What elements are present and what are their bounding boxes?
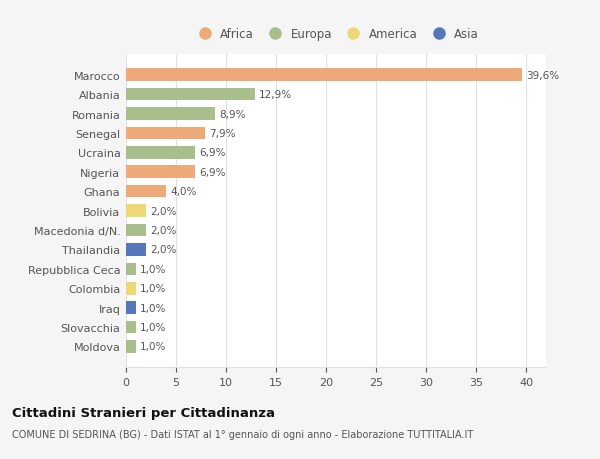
- Bar: [126, 166, 195, 179]
- Bar: [126, 302, 136, 314]
- Bar: [126, 244, 146, 256]
- Text: 1,0%: 1,0%: [140, 322, 166, 332]
- Text: 2,0%: 2,0%: [150, 245, 176, 255]
- Text: 12,9%: 12,9%: [259, 90, 292, 100]
- Bar: [126, 263, 136, 275]
- Text: 2,0%: 2,0%: [150, 206, 176, 216]
- Text: Cittadini Stranieri per Cittadinanza: Cittadini Stranieri per Cittadinanza: [12, 406, 275, 419]
- Text: 1,0%: 1,0%: [140, 284, 166, 294]
- Text: 2,0%: 2,0%: [150, 225, 176, 235]
- Text: 4,0%: 4,0%: [170, 187, 196, 197]
- Bar: [126, 205, 146, 218]
- Text: 1,0%: 1,0%: [140, 342, 166, 352]
- Text: 39,6%: 39,6%: [526, 71, 559, 80]
- Bar: [126, 185, 166, 198]
- Bar: [126, 127, 205, 140]
- Bar: [126, 89, 255, 101]
- Bar: [126, 108, 215, 121]
- Bar: [126, 321, 136, 334]
- Text: 1,0%: 1,0%: [140, 264, 166, 274]
- Bar: [126, 341, 136, 353]
- Bar: [126, 224, 146, 237]
- Text: 8,9%: 8,9%: [219, 109, 245, 119]
- Bar: [126, 147, 195, 159]
- Text: 6,9%: 6,9%: [199, 148, 226, 158]
- Text: COMUNE DI SEDRINA (BG) - Dati ISTAT al 1° gennaio di ogni anno - Elaborazione TU: COMUNE DI SEDRINA (BG) - Dati ISTAT al 1…: [12, 429, 473, 439]
- Legend: Africa, Europa, America, Asia: Africa, Europa, America, Asia: [188, 23, 484, 46]
- Bar: [126, 282, 136, 295]
- Text: 1,0%: 1,0%: [140, 303, 166, 313]
- Bar: [126, 69, 522, 82]
- Text: 7,9%: 7,9%: [209, 129, 235, 139]
- Text: 6,9%: 6,9%: [199, 168, 226, 177]
